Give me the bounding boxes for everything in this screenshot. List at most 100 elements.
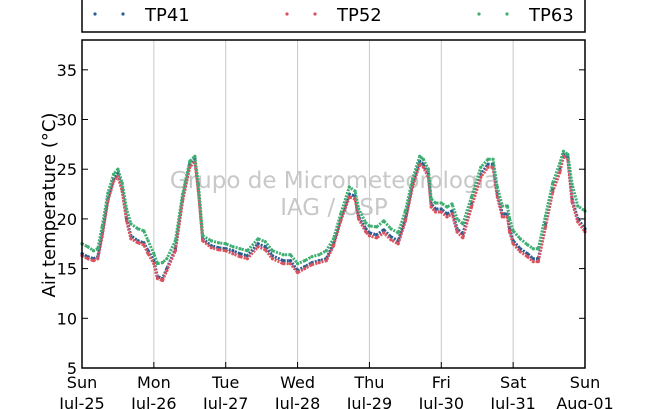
- data-point: [142, 229, 146, 233]
- legend-marker: [313, 12, 317, 16]
- data-point: [543, 214, 548, 218]
- x-tick-label-day: Wed: [280, 373, 315, 392]
- data-point: [576, 204, 580, 208]
- data-point: [570, 200, 574, 204]
- data-point: [531, 257, 535, 261]
- data-point: [256, 237, 260, 241]
- data-point: [479, 175, 483, 179]
- y-tick-label: 35: [57, 61, 77, 80]
- data-point: [367, 234, 372, 238]
- data-point: [129, 222, 133, 226]
- data-point: [317, 261, 321, 265]
- data-point: [310, 263, 314, 267]
- y-tick-label: 20: [57, 210, 77, 229]
- data-point: [410, 177, 415, 181]
- data-point: [288, 259, 292, 263]
- data-point: [331, 244, 336, 248]
- data-point: [461, 222, 465, 226]
- data-point: [511, 242, 515, 246]
- data-point: [86, 245, 90, 249]
- x-axis-ticks: Sun Jul-25 Mon Jul-26 Tue Jul-27 Wed Jul-28 Thu J…: [58, 362, 614, 409]
- data-point: [112, 172, 116, 176]
- data-point: [445, 215, 449, 219]
- data-point: [566, 152, 570, 156]
- data-point: [86, 257, 90, 261]
- data-point: [303, 259, 307, 263]
- data-point: [173, 249, 178, 253]
- data-point: [281, 253, 285, 257]
- data-point: [450, 212, 454, 216]
- data-point: [364, 221, 368, 225]
- data-point: [165, 257, 169, 261]
- data-point: [469, 205, 474, 209]
- data-point: [421, 165, 425, 169]
- y-tick-label: 5: [67, 359, 77, 378]
- legend-marker: [505, 12, 509, 16]
- data-point: [120, 181, 124, 185]
- data-point: [495, 185, 499, 189]
- y-tick-label: 10: [57, 309, 77, 328]
- x-tick-label-date: Jul-26: [130, 394, 176, 409]
- data-point: [570, 182, 574, 186]
- data-point: [331, 237, 336, 241]
- data-point: [389, 238, 393, 242]
- x-tick-label-day: Mon: [137, 373, 171, 392]
- data-point: [461, 236, 465, 240]
- data-point: [295, 270, 300, 275]
- data-point: [445, 212, 449, 216]
- data-point: [263, 240, 267, 244]
- data-point: [263, 245, 267, 249]
- data-point: [238, 252, 242, 256]
- data-point: [511, 229, 515, 233]
- data-point: [525, 243, 530, 247]
- data-point: [507, 217, 512, 221]
- data-point: [500, 215, 504, 219]
- data-point: [129, 237, 133, 241]
- data-point: [160, 278, 165, 283]
- data-point: [551, 181, 555, 185]
- data-point: [353, 189, 357, 193]
- data-point: [303, 267, 307, 271]
- legend-marker: [477, 12, 481, 16]
- data-point: [491, 157, 495, 161]
- x-tick-label-day: Thu: [353, 373, 384, 392]
- y-axis-ticks: 5 10 15 20 25 30 35: [57, 61, 585, 378]
- data-point: [96, 247, 100, 251]
- legend-marker: [121, 12, 125, 16]
- data-point: [486, 157, 490, 161]
- data-point: [245, 249, 249, 253]
- y-tick-label: 25: [57, 160, 77, 179]
- data-point: [324, 259, 328, 263]
- data-point: [263, 248, 267, 252]
- data-point: [531, 247, 535, 251]
- data-point: [558, 161, 562, 165]
- data-point: [375, 225, 379, 229]
- data-point: [106, 191, 110, 195]
- data-point: [288, 253, 292, 257]
- data-point: [357, 207, 361, 211]
- data-point: [375, 236, 379, 240]
- data-point: [421, 157, 425, 161]
- data-point: [224, 242, 228, 246]
- data-point: [188, 159, 192, 163]
- watermark-text: Grupo de Micrometeorologia: [170, 168, 498, 194]
- data-point: [525, 255, 530, 259]
- data-point: [389, 227, 393, 231]
- data-point: [418, 154, 422, 158]
- x-tick-label-date: Jul-28: [274, 394, 320, 409]
- data-point: [536, 260, 540, 264]
- data-point: [281, 262, 285, 266]
- legend-label: TP63: [528, 5, 574, 26]
- data-point: [505, 204, 509, 208]
- data-point: [518, 250, 522, 254]
- data-point: [433, 210, 438, 214]
- data-point: [364, 230, 368, 234]
- data-point: [347, 195, 351, 199]
- x-tick-label-date: Jul-30: [418, 394, 464, 409]
- data-point: [450, 202, 454, 206]
- data-point: [439, 201, 443, 205]
- data-point: [124, 207, 129, 211]
- data-point: [367, 224, 372, 228]
- y-axis-title: Air temperature (°C): [39, 113, 60, 298]
- data-point: [196, 182, 201, 186]
